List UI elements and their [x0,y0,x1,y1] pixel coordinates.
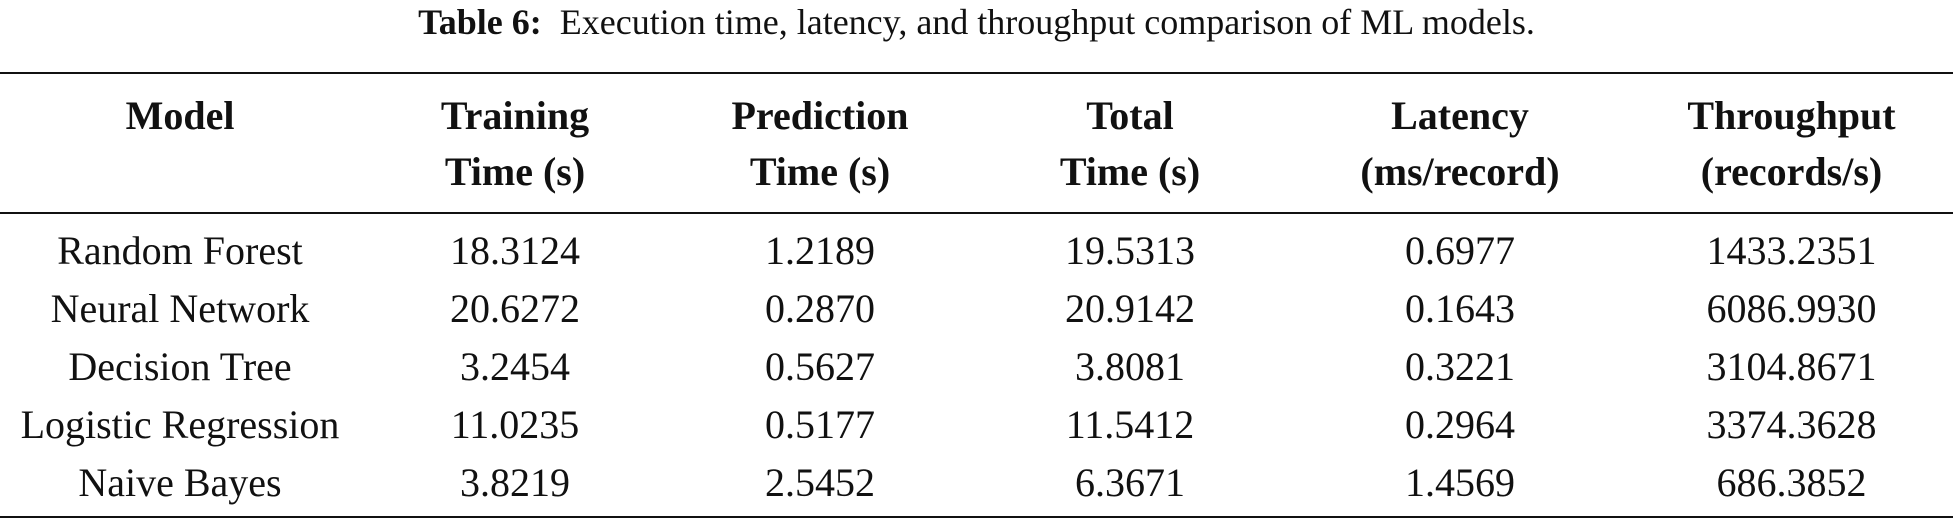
cell-prediction-time: 2.5452 [670,454,970,518]
cell-prediction-time: 1.2189 [765,228,875,273]
comparison-table: Model Training Time (s) Prediction Time … [0,72,1953,518]
header-latency: Latency (ms/record) [1290,72,1630,214]
cell-model: Random Forest [57,228,303,273]
cell-total-time: 3.8081 [1075,344,1185,389]
table-row: Random Forest 18.3124 1.2189 19.5313 0.6… [0,213,1953,280]
header-prediction-time: Prediction Time (s) [670,72,970,214]
cell-prediction-time: 0.2870 [765,286,875,331]
cell-model: Decision Tree [68,344,292,389]
cell-total-time: 20.9142 [1065,286,1195,331]
table-row: Naive Bayes 3.8219 2.5452 6.3671 1.4569 … [0,454,1953,518]
cell-training-time: 11.0235 [450,402,580,447]
cell-total-time: 11.5412 [1065,402,1195,447]
header-line: (records/s) [1700,149,1883,194]
cell-prediction-time: 0.5627 [765,344,875,389]
header-line: (ms/record) [1360,149,1560,194]
header-line: Throughput [1687,93,1896,138]
table-row: Logistic Regression 11.0235 0.5177 11.54… [0,396,1953,454]
cell-model: Naive Bayes [0,454,360,518]
cell-throughput: 3104.8671 [1706,344,1877,389]
header-line: Time (s) [1059,149,1201,194]
header-line: Training [440,93,590,138]
cell-throughput: 6086.9930 [1706,286,1877,331]
cell-latency: 0.1643 [1405,286,1515,331]
cell-training-time: 20.6272 [450,286,580,331]
header-line: Total [1086,93,1174,138]
caption-text: Execution time, latency, and throughput … [559,2,1535,42]
header-line: Time (s) [444,149,586,194]
cell-throughput: 3374.3628 [1706,402,1877,447]
caption-label: Table 6: [418,2,542,42]
cell-throughput: 1433.2351 [1706,228,1877,273]
table-container: Model Training Time (s) Prediction Time … [0,72,1953,518]
header-line: Time (s) [749,149,891,194]
header-row: Model Training Time (s) Prediction Time … [0,72,1953,214]
header-line: Latency [1391,93,1529,138]
header-throughput: Throughput (records/s) [1630,72,1953,214]
cell-training-time: 3.8219 [360,454,670,518]
header-total-time: Total Time (s) [970,72,1290,214]
cell-prediction-time: 0.5177 [765,402,875,447]
cell-throughput: 686.3852 [1630,454,1953,518]
cell-training-time: 3.2454 [460,344,570,389]
table-caption: Table 6: Execution time, latency, and th… [0,2,1953,42]
cell-latency: 0.6977 [1405,228,1515,273]
header-model: Model [0,72,360,214]
cell-latency: 1.4569 [1290,454,1630,518]
cell-model: Logistic Regression [20,402,340,447]
table-row: Decision Tree 3.2454 0.5627 3.8081 0.322… [0,338,1953,396]
header-line: Prediction [731,93,909,138]
cell-model: Neural Network [50,286,310,331]
header-line: Model [125,93,235,138]
cell-latency: 0.2964 [1405,402,1515,447]
cell-training-time: 18.3124 [450,228,580,273]
table-row: Neural Network 20.6272 0.2870 20.9142 0.… [0,280,1953,338]
cell-total-time: 6.3671 [970,454,1290,518]
cell-latency: 0.3221 [1405,344,1515,389]
header-training-time: Training Time (s) [360,72,670,214]
cell-total-time: 19.5313 [1065,228,1195,273]
